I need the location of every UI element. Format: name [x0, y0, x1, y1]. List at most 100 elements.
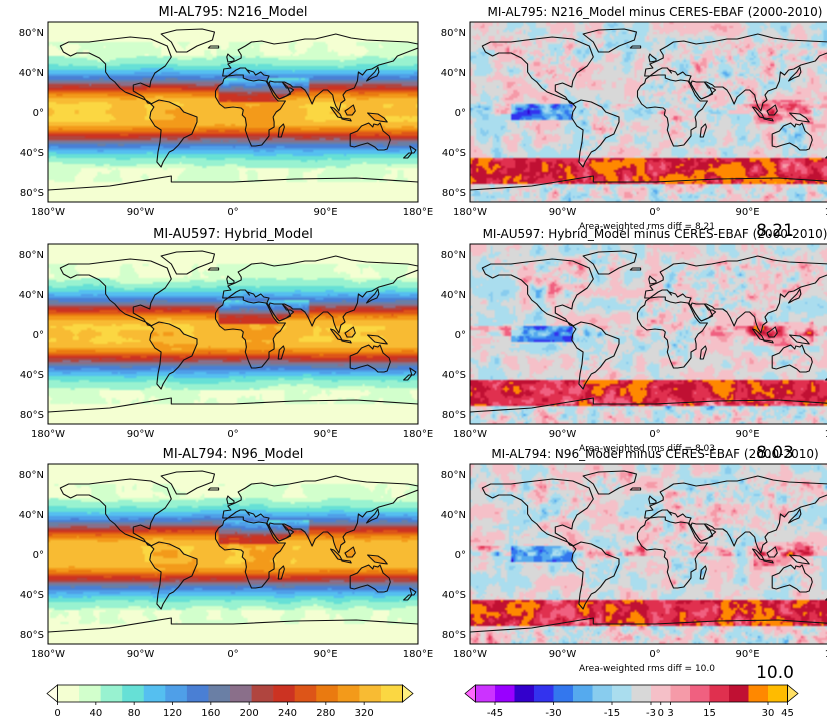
colorbar-extend-low [46, 684, 58, 703]
lon-tick-label: 180°W [31, 207, 65, 218]
lon-tick-label: 90°W [127, 207, 155, 218]
colorbar-swatch [553, 685, 574, 702]
colorbar-swatch [359, 685, 382, 702]
colorbar-tick-label: 280 [316, 708, 335, 719]
lat-tick-label: 80°N [19, 250, 44, 261]
lat-tick-label: 80°N [441, 250, 466, 261]
colorbar-frame [57, 684, 403, 703]
colorbar-swatch [748, 685, 769, 702]
lon-tick-label: 90°E [313, 429, 337, 440]
colorbar-swatch [100, 685, 123, 702]
lon-tick-label: 0° [227, 429, 238, 440]
lon-tick-label: 90°W [127, 649, 155, 660]
colorbar-swatch [670, 685, 691, 702]
heatmap-field [48, 244, 418, 424]
colorbar-swatch [729, 685, 749, 702]
panel-title: MI-AU597: Hybrid_Model [153, 227, 313, 242]
lon-tick-label: 180°E [825, 207, 827, 218]
panel-title: MI-AL794: N96_Model minus CERES-EBAF (20… [491, 447, 818, 461]
lat-tick-label: 80°S [442, 410, 466, 421]
lat-tick-label: 0° [33, 330, 44, 341]
lon-tick-label: 180°W [31, 649, 65, 660]
colorbar-swatch [251, 685, 274, 702]
lon-tick-label: 180°E [403, 429, 433, 440]
colorbar-tick-label: 0 [658, 708, 664, 719]
panel-title: MI-AL795: N216_Model minus CERES-EBAF (2… [488, 5, 823, 19]
lon-tick-label: 90°W [549, 649, 577, 660]
colorbar-swatch [534, 685, 554, 702]
lat-tick-label: 80°N [19, 470, 44, 481]
heatmap-field [48, 22, 418, 202]
colorbar-swatch [165, 685, 188, 702]
lon-tick-label: 180°W [453, 207, 487, 218]
rms-diff-label: Area-weighted rms diff = 10.0 [579, 664, 715, 674]
lon-tick-label: 90°E [313, 649, 337, 660]
lon-tick-label: 180°W [453, 429, 487, 440]
colorbar-swatch [337, 685, 360, 702]
lat-tick-label: 40°N [441, 510, 466, 521]
lon-tick-label: 180°E [825, 429, 827, 440]
lat-tick-label: 80°S [442, 188, 466, 199]
rms-diff-value: 8.21 [756, 221, 794, 241]
lat-tick-label: 40°N [19, 510, 44, 521]
colorbar-swatch [651, 685, 671, 702]
colorbar-absolute: 0 40 80 120 160 200 240 280 320 [46, 684, 414, 719]
colorbar-swatch [573, 685, 593, 702]
colorbar-swatch [380, 685, 403, 702]
lon-tick-label: 180°E [825, 649, 827, 660]
colorbar-swatch [690, 685, 710, 702]
colorbar-swatch [208, 685, 231, 702]
colorbar-tick-label: -45 [487, 708, 503, 719]
panel-title: MI-AL794: N96_Model [163, 447, 304, 462]
colorbar-tick-label: 200 [240, 708, 259, 719]
lat-tick-label: 0° [455, 550, 466, 561]
map-panel: MI-AL794: N96_Model 80°N 40°N 0° 40°S 80°S 180… [19, 447, 433, 660]
colorbar-tick-label: 160 [201, 708, 220, 719]
lon-tick-label: 0° [649, 429, 660, 440]
map-frame [469, 463, 827, 645]
lon-tick-label: 90°W [127, 429, 155, 440]
lon-tick-label: 0° [649, 649, 660, 660]
lon-tick-label: 180°E [403, 207, 433, 218]
colorbar-tick-label: 30 [762, 708, 775, 719]
colorbar-tick-label: 320 [355, 708, 374, 719]
lat-tick-label: 40°S [20, 148, 44, 159]
map-frame [469, 21, 827, 203]
lat-tick-label: 40°S [442, 590, 466, 601]
map-frame [47, 243, 419, 425]
rms-diff-value: 10.0 [756, 663, 794, 683]
map-panel: MI-AL794: N96_Model minus CERES-EBAF (20… [441, 447, 827, 683]
rms-diff-label: Area-weighted rms diff = 8.21 [579, 222, 715, 232]
colorbar-tick-label: 15 [703, 708, 716, 719]
rms-diff-label: Area-weighted rms diff = 8.03 [579, 444, 715, 454]
lat-tick-label: 0° [455, 330, 466, 341]
lon-tick-label: 180°W [31, 429, 65, 440]
lat-tick-label: 80°S [20, 410, 44, 421]
lat-tick-label: 40°S [20, 590, 44, 601]
map-panel: MI-AL795: N216_Model minus CERES-EBAF (2… [441, 5, 827, 241]
lon-tick-label: 180°W [453, 649, 487, 660]
lat-tick-label: 40°S [442, 148, 466, 159]
lat-tick-label: 40°N [441, 68, 466, 79]
map-panel: MI-AL795: N216_Model 80°N 40°N 0° 40°S 80°S 18… [19, 5, 433, 218]
colorbar-swatch [592, 685, 613, 702]
lon-tick-label: 0° [227, 207, 238, 218]
lat-tick-label: 40°N [19, 68, 44, 79]
colorbar-tick-label: -3 [646, 708, 656, 719]
lon-tick-label: 90°E [313, 207, 337, 218]
colorbar-swatch [316, 685, 339, 702]
heatmap-field [470, 244, 827, 424]
heatmap-field [470, 464, 827, 644]
colorbar-tick-label: 0 [54, 708, 60, 719]
colorbar-frame [475, 684, 788, 703]
colorbar-tick-label: 120 [163, 708, 182, 719]
lon-tick-label: 180°E [403, 649, 433, 660]
lon-tick-label: 90°E [735, 649, 759, 660]
colorbar-swatch [186, 685, 209, 702]
colorbar-swatch [122, 685, 145, 702]
coastlines [48, 470, 418, 644]
heatmap-field [470, 22, 827, 202]
lat-tick-label: 0° [33, 550, 44, 561]
lon-tick-label: 90°W [549, 429, 577, 440]
